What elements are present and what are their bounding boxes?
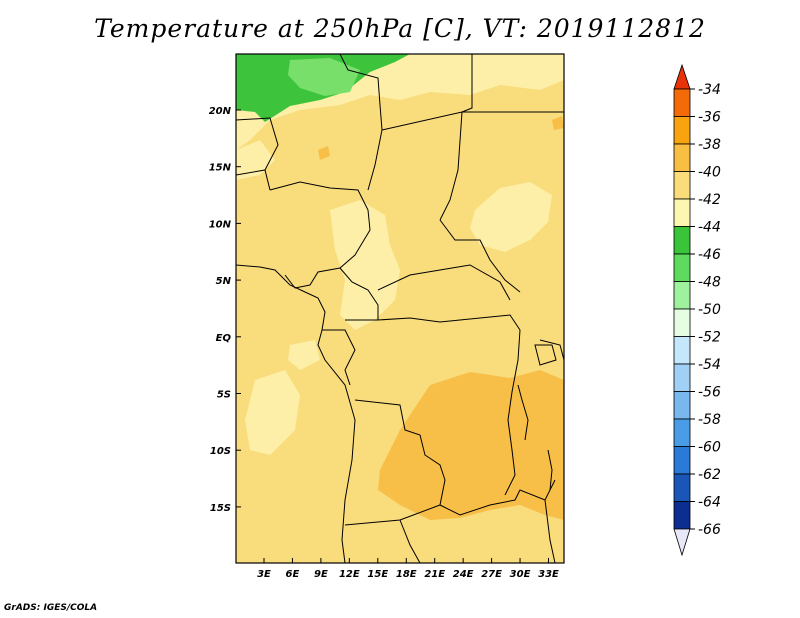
lon-label: 27E <box>481 569 502 580</box>
colorbar-label: -44 <box>698 220 721 236</box>
lon-label: 18E <box>396 569 417 580</box>
colorbar-label: -42 <box>698 192 721 208</box>
field-light-eq <box>288 340 320 370</box>
field-light-sudan <box>470 182 552 252</box>
colorbar-label: -56 <box>698 385 721 401</box>
border-algeria-libya <box>339 54 383 191</box>
lon-label: 21E <box>424 569 445 580</box>
colorbar-label: -48 <box>698 275 721 291</box>
colorbar-label: -40 <box>698 165 721 181</box>
map-title: Temperature at 250hPa [C], VT: 201911281… <box>94 14 706 43</box>
field-dark-south <box>378 370 564 520</box>
lake-malawi <box>547 449 553 491</box>
coastline <box>236 264 356 563</box>
lat-label: 15N <box>209 163 232 174</box>
colorbar-label: -50 <box>698 302 721 318</box>
lat-label: 10S <box>210 446 231 457</box>
lon-label: 30E <box>510 569 531 580</box>
temperature-field <box>236 54 564 563</box>
latitude-axis: 20N 15N 10N 5N EQ 5S 10S 15S <box>209 106 241 514</box>
border-drc-north <box>377 314 521 331</box>
border-angola <box>354 399 446 506</box>
field-light-southwest <box>245 370 300 455</box>
colorbar-segment <box>673 473 691 502</box>
field-dark-small1 <box>318 146 330 160</box>
colorbar-label: -36 <box>698 110 721 126</box>
colorbar-segment <box>673 253 691 282</box>
colorbar-segment <box>673 336 691 365</box>
map-frame <box>235 53 565 564</box>
field-light-west <box>236 140 275 180</box>
border-gabon <box>322 329 356 386</box>
colorbar-segment <box>673 171 691 200</box>
colorbar-label: -52 <box>698 330 721 346</box>
colorbar-label: -46 <box>698 247 721 263</box>
lon-label: 33E <box>538 569 559 580</box>
lon-label: 3E <box>257 569 271 580</box>
colorbar-label: -38 <box>698 137 721 153</box>
border-tanzania <box>539 339 564 361</box>
field-green-inner <box>288 58 360 96</box>
border-chad-sudan <box>439 219 521 293</box>
border-botswana <box>399 519 421 563</box>
colorbar-label: -60 <box>698 440 721 456</box>
colorbar-segment <box>673 418 691 447</box>
lake-victoria <box>534 344 557 366</box>
colorbar-label: -62 <box>698 467 721 483</box>
colorbar-segment <box>673 88 691 117</box>
border-mali <box>236 117 279 171</box>
lat-label: 5S <box>217 390 231 401</box>
border-nigeria <box>269 181 371 289</box>
lat-label: 10N <box>209 219 232 230</box>
lon-label: 9E <box>314 569 328 580</box>
field-light-central <box>330 200 400 330</box>
border-cameroon <box>339 267 379 321</box>
colorbar-label: -64 <box>698 495 721 511</box>
colorbar-top-arrow <box>673 63 691 90</box>
colorbar-segment <box>673 446 691 475</box>
grads-credit: GrADS: IGES/COLA <box>4 603 98 613</box>
field-dark-small2 <box>552 116 564 130</box>
border-car <box>377 264 511 301</box>
colorbar-label: -34 <box>698 82 721 98</box>
lat-label: EQ <box>216 333 232 344</box>
border-niger-chad <box>381 111 463 221</box>
border-libya-egypt <box>461 54 473 113</box>
colorbar-label: -58 <box>698 412 721 428</box>
colorbar-label: -54 <box>698 357 721 373</box>
colorbar-segment <box>673 391 691 420</box>
lon-label: 6E <box>286 569 300 580</box>
colorbar-segment <box>673 198 691 227</box>
colorbar: -34 -36 -38 -40 -42 -44 -46 -48 -50 -52 -54 -56 -58 -… <box>673 63 721 557</box>
colorbar-segment <box>673 226 691 255</box>
lat-label: 15S <box>210 503 231 514</box>
lat-label: 20N <box>209 106 232 117</box>
lon-label: 24E <box>453 569 474 580</box>
colorbar-segment <box>673 363 691 392</box>
colorbar-segment <box>673 143 691 172</box>
country-borders <box>236 54 564 563</box>
longitude-axis: 3E 6E 9E 12E 15E 18E 21E 24E 27E 30E 33E <box>257 558 559 580</box>
lake-tanganyika <box>517 384 529 441</box>
border-mozambique <box>544 499 556 563</box>
lon-label: 12E <box>339 569 360 580</box>
colorbar-segment <box>673 501 691 530</box>
colorbar-label: -66 <box>698 522 721 538</box>
lon-label: 15E <box>367 569 388 580</box>
border-drc-east <box>504 329 521 496</box>
lat-label: 5N <box>216 276 232 287</box>
colorbar-segment <box>673 116 691 145</box>
colorbar-segment <box>673 308 691 337</box>
colorbar-segment <box>673 281 691 310</box>
colorbar-bottom-arrow <box>673 528 691 557</box>
